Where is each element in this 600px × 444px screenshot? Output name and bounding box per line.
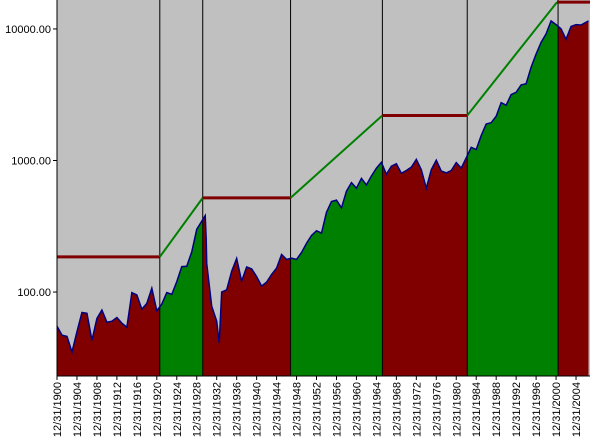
- x-tick-label: 12/31/1944: [272, 382, 284, 437]
- y-tick-label: 10000.00: [5, 24, 51, 36]
- x-tick-label: 12/31/1936: [232, 382, 244, 437]
- x-tick-label: 12/31/1920: [152, 382, 164, 437]
- index-line: [56, 19, 589, 355]
- x-tick-label: 12/31/1960: [351, 382, 363, 437]
- x-tick-label: 12/31/1916: [132, 382, 144, 437]
- x-tick-label: 12/31/1908: [92, 382, 104, 437]
- x-tick-label: 12/31/1968: [391, 382, 403, 437]
- regime-area: [159, 219, 203, 376]
- envelope-segment: [289, 114, 384, 199]
- envelope-segment: [158, 197, 204, 258]
- x-tick-label: 12/31/1972: [411, 382, 423, 437]
- x-tick-label: 12/31/1952: [312, 382, 324, 437]
- x-tick-label: 12/31/1912: [112, 382, 124, 437]
- x-tick-label: 12/31/1940: [252, 382, 264, 437]
- x-tick-label: 12/31/1984: [471, 382, 483, 437]
- regime-area: [558, 20, 589, 376]
- x-tick-label: 12/31/1932: [212, 382, 224, 437]
- regime-area: [57, 288, 160, 376]
- x-tick-label: 12/31/1900: [52, 382, 64, 437]
- x-tick-label: 12/31/1988: [491, 382, 503, 437]
- envelope-segment: [466, 1, 558, 117]
- x-tick-label: 12/31/1956: [331, 382, 343, 437]
- x-tick-label: 12/31/1924: [172, 382, 184, 437]
- x-tick-label: 12/31/1904: [72, 382, 84, 437]
- x-tick-label: 12/31/1976: [431, 382, 443, 437]
- x-tick-label: 12/31/2004: [571, 382, 583, 437]
- x-tick-label: 12/31/1992: [511, 382, 523, 437]
- regime-area: [290, 162, 383, 376]
- regime-area: [382, 155, 468, 376]
- x-tick-label: 12/31/2000: [551, 382, 563, 437]
- regime-area: [202, 215, 291, 376]
- y-tick-label: 1000.00: [11, 155, 51, 167]
- x-tick-label: 12/31/1928: [192, 382, 204, 437]
- x-tick-label: 12/31/1964: [371, 382, 383, 437]
- regime-area: [467, 20, 559, 376]
- x-tick-label: 12/31/1996: [531, 382, 543, 437]
- x-tick-label: 12/31/1948: [292, 382, 304, 437]
- x-tick-label: 12/31/1980: [451, 382, 463, 437]
- y-tick-label: 100.00: [17, 287, 51, 299]
